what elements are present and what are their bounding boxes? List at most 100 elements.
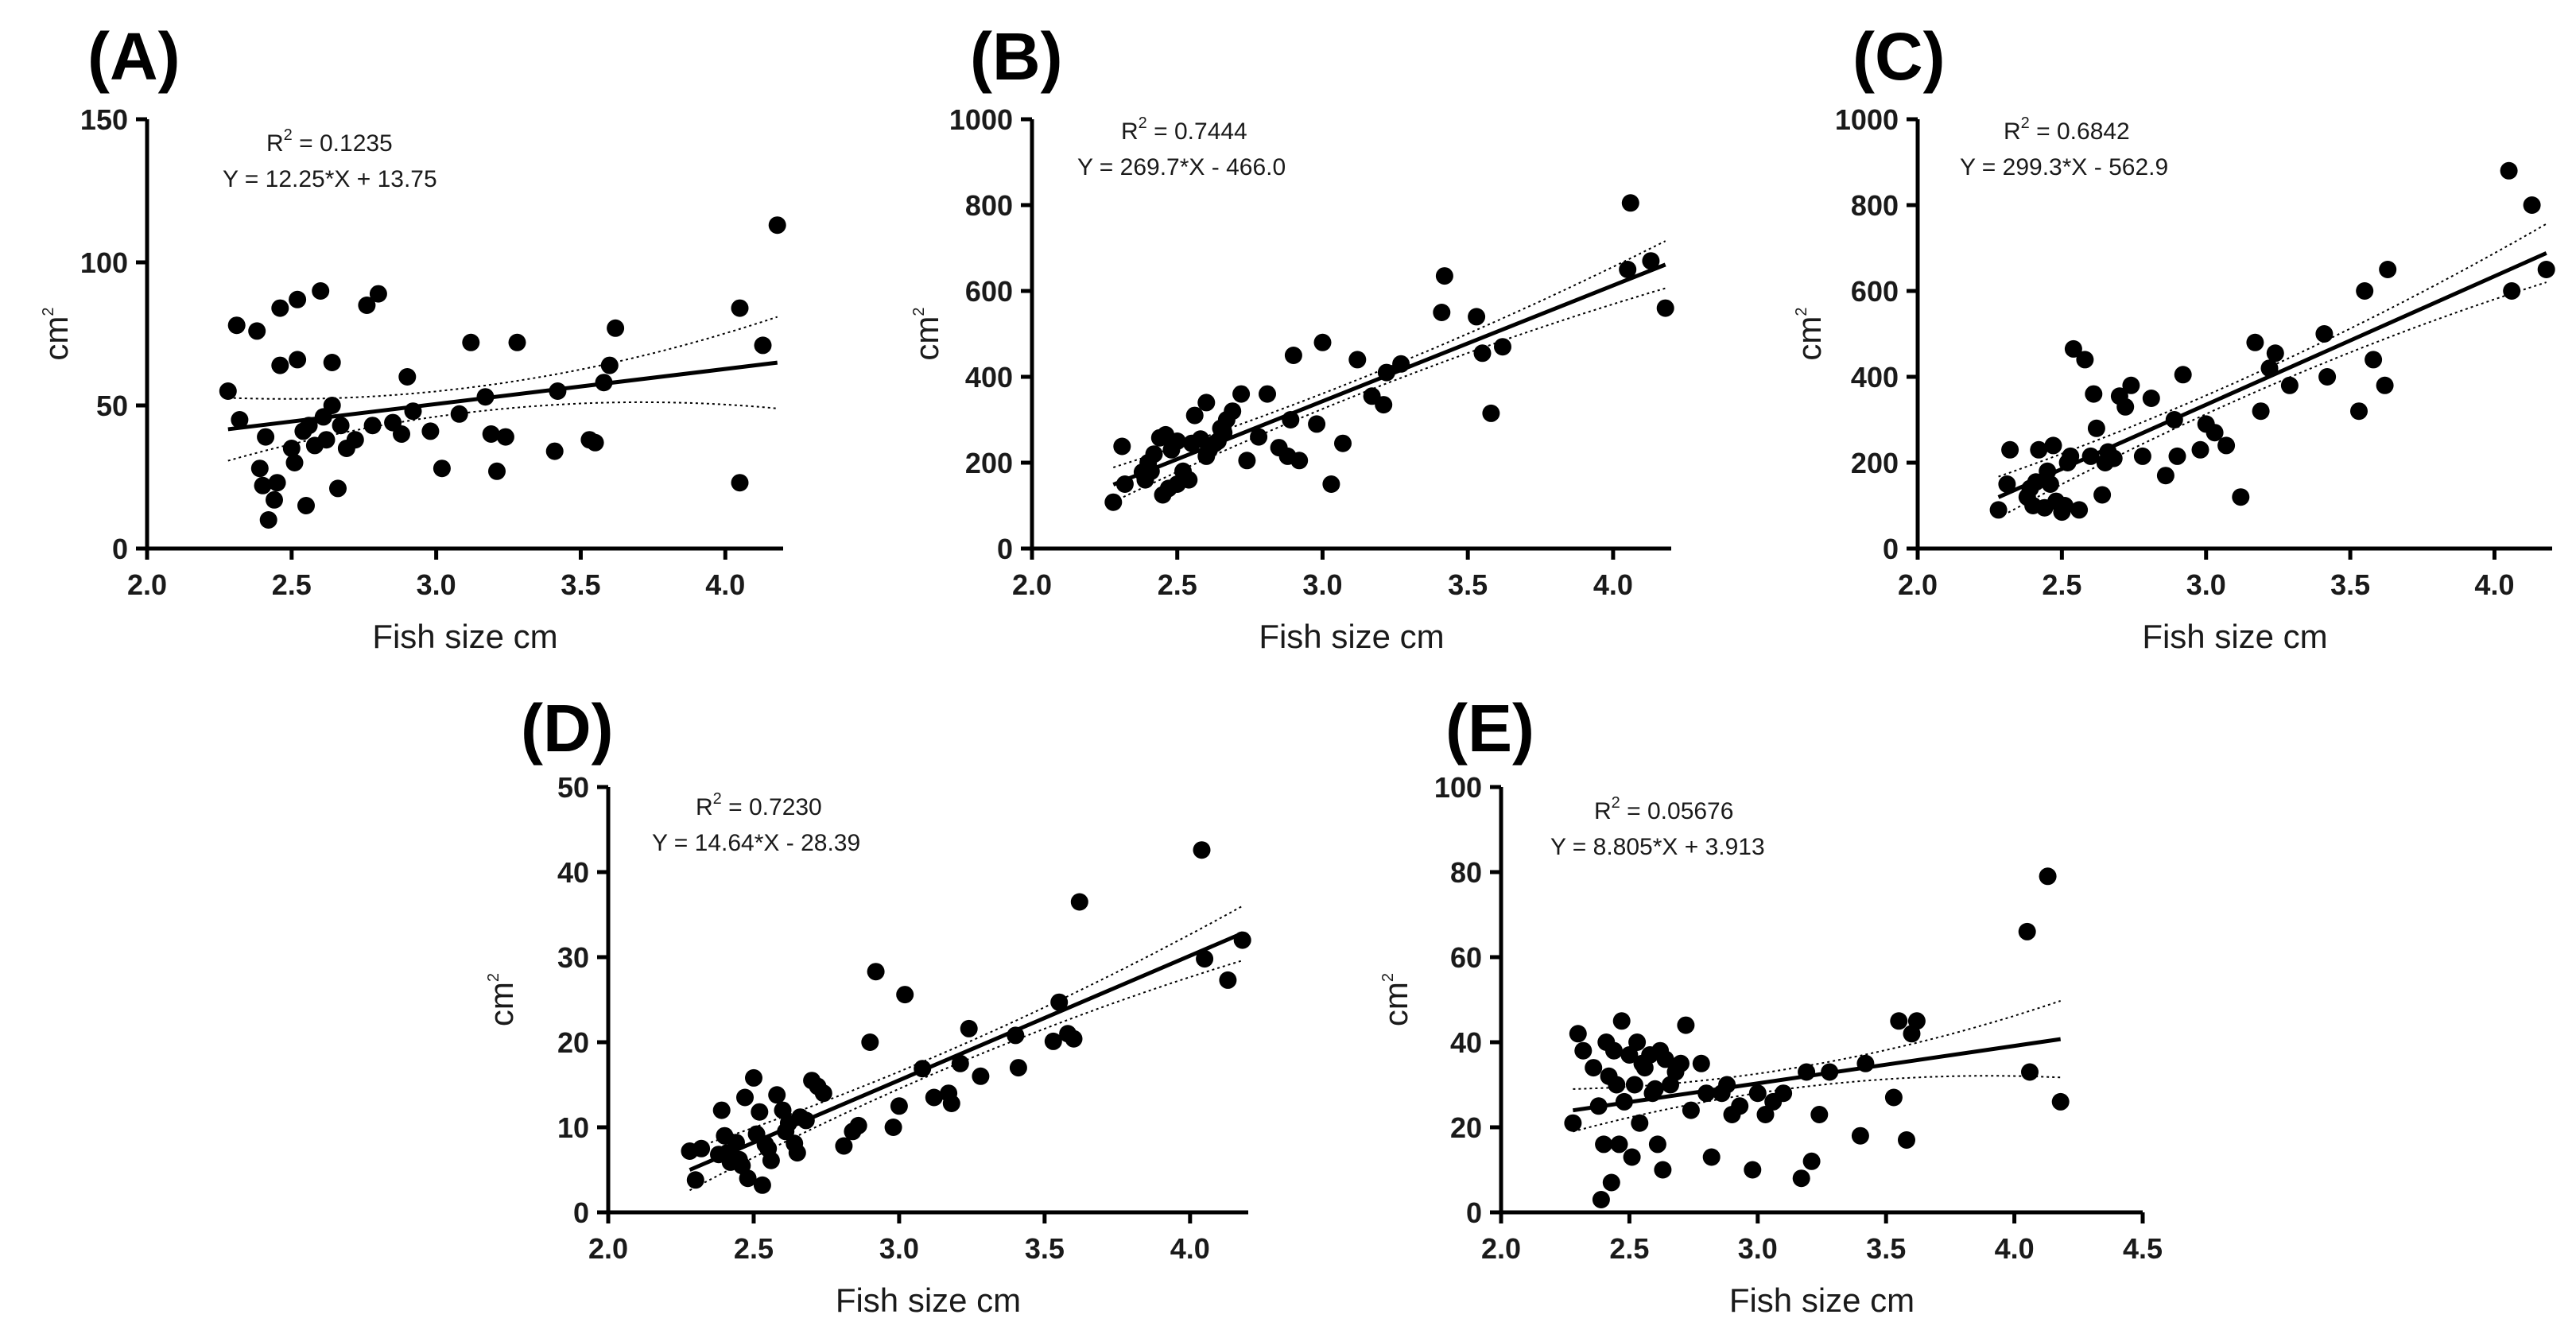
data-point: [739, 1169, 757, 1188]
data-point: [2142, 390, 2160, 407]
data-point: [2266, 344, 2284, 363]
data-point: [1259, 385, 1276, 403]
data-point: [2537, 261, 2555, 278]
data-point: [1044, 1032, 1062, 1050]
data-point: [1219, 971, 1237, 989]
data-point: [867, 963, 885, 981]
data-point: [289, 351, 307, 369]
data-point: [896, 986, 914, 1004]
y-tick-label: 0: [112, 533, 128, 565]
data-point: [219, 382, 237, 400]
data-point: [257, 428, 275, 446]
data-point: [2252, 402, 2270, 421]
x-tick-label: 2.5: [2042, 568, 2081, 601]
confidence-band-lower: [227, 401, 778, 462]
data-point: [2062, 447, 2080, 465]
r-squared-label: R2 = 0.05676: [1594, 794, 1733, 824]
x-tick-label: 2.0: [1012, 568, 1052, 601]
data-point: [2379, 261, 2397, 278]
data-point: [768, 1086, 786, 1104]
data-point: [1564, 1114, 1582, 1132]
data-point: [890, 1097, 908, 1115]
y-tick-label: 0: [573, 1196, 589, 1229]
confidence-band-lower: [689, 960, 1243, 1192]
data-point: [1989, 501, 2008, 519]
data-point: [1585, 1059, 1603, 1077]
x-tick-label: 4.0: [1170, 1232, 1210, 1265]
data-point: [1574, 1041, 1593, 1060]
chart-panel-1: (A) 2.0 2.5 3.0 3.5 4.0 0 50 100 150 Fish size cm c…: [37, 19, 786, 655]
regression-line: [1112, 262, 1666, 487]
data-point: [2056, 497, 2074, 514]
data-point: [227, 316, 246, 335]
data-point: [951, 1054, 969, 1072]
data-point: [1284, 347, 1302, 364]
r-squared-label: R2 = 0.1235: [266, 126, 393, 157]
data-point: [2206, 424, 2224, 442]
data-point: [972, 1067, 990, 1085]
r-squared-label: R2 = 0.6842: [2004, 114, 2130, 145]
y-tick-label: 50: [557, 771, 589, 804]
y-tick-label: 0: [997, 533, 1013, 565]
data-point: [1621, 194, 1639, 212]
data-point: [1482, 404, 1500, 422]
data-point: [1702, 1148, 1721, 1166]
panel-label: (C): [1852, 19, 1946, 94]
chart-panel-5: (E) 2.0 2.5 3.0 3.5 4.0 4.5 0 20 40 60 80 100 Fish si…: [1377, 691, 2163, 1319]
x-tick-label: 2.5: [734, 1232, 774, 1265]
data-point: [393, 425, 410, 443]
data-point: [346, 431, 364, 449]
data-point: [1672, 1054, 1690, 1072]
data-point: [1197, 394, 1216, 412]
data-point: [1998, 475, 2016, 493]
data-point: [1313, 333, 1332, 351]
x-tick-label: 2.0: [588, 1232, 628, 1265]
x-tick-label: 2.5: [1609, 1232, 1649, 1265]
data-point: [266, 491, 283, 509]
data-point: [323, 397, 341, 414]
data-point: [1851, 1126, 1869, 1145]
data-point: [2503, 282, 2521, 300]
panel-label: (B): [970, 19, 1063, 94]
data-point: [2280, 376, 2299, 394]
data-point: [1473, 344, 1492, 363]
data-point: [1595, 1135, 1613, 1154]
data-point: [1907, 1012, 1926, 1030]
data-point: [289, 290, 307, 308]
data-point: [231, 411, 249, 428]
data-point: [2051, 1092, 2070, 1111]
regression-line: [1997, 251, 2547, 499]
confidence-band-lower: [1998, 281, 2547, 519]
data-point: [768, 216, 786, 235]
data-point: [2156, 467, 2174, 485]
data-point: [1620, 1046, 1639, 1064]
data-point: [1196, 950, 1214, 968]
data-point: [754, 336, 772, 355]
data-point: [1145, 445, 1163, 463]
x-tick-label: 2.5: [272, 568, 312, 601]
data-point: [2191, 440, 2209, 459]
data-point: [600, 356, 619, 374]
x-axis-title: Fish size cm: [1729, 1282, 1915, 1319]
data-point: [1654, 1161, 1672, 1179]
data-point: [849, 1116, 867, 1134]
y-tick-label: 200: [965, 447, 1013, 479]
data-point: [2085, 385, 2103, 403]
x-axis-title: Fish size cm: [836, 1282, 1021, 1319]
data-point: [788, 1144, 806, 1162]
data-point: [745, 1068, 762, 1087]
y-tick-label: 1000: [1835, 103, 1899, 136]
data-point: [1113, 437, 1131, 456]
data-point: [462, 333, 480, 351]
data-point: [960, 1019, 978, 1037]
data-point: [753, 1176, 771, 1194]
data-point: [1238, 452, 1256, 470]
y-tick-label: 30: [557, 941, 589, 974]
data-point: [2350, 402, 2368, 421]
data-point: [1646, 1080, 1664, 1098]
data-point: [2041, 475, 2059, 493]
x-axis-title: Fish size cm: [2142, 618, 2327, 655]
data-point: [1898, 1131, 1915, 1149]
data-point: [254, 476, 272, 494]
data-point: [2174, 366, 2192, 384]
